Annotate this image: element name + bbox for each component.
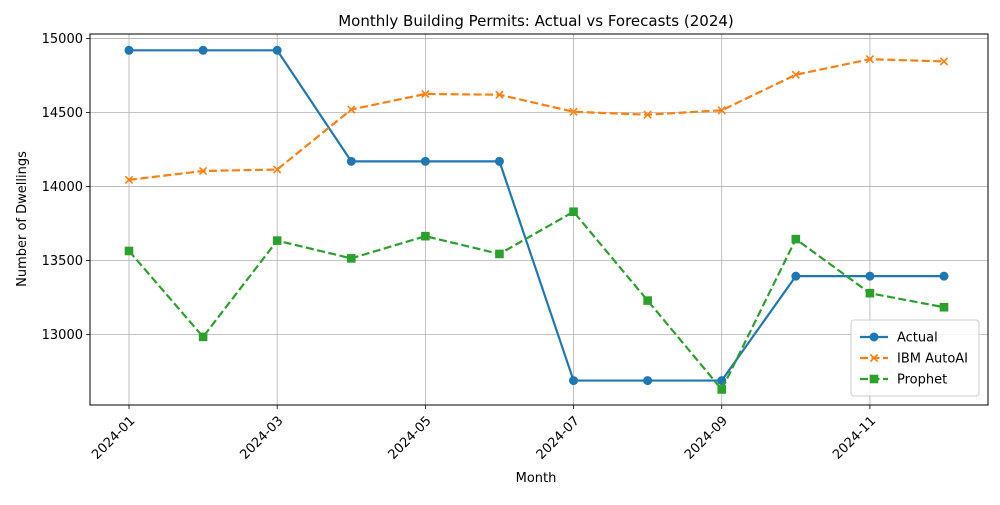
data-point bbox=[421, 89, 430, 99]
y-tick-label: 14000 bbox=[42, 180, 83, 195]
legend-label: IBM AutoAI bbox=[897, 352, 968, 367]
data-point bbox=[198, 45, 208, 55]
y-tick-label: 14500 bbox=[42, 106, 83, 121]
series-layer bbox=[124, 45, 949, 394]
data-point bbox=[272, 45, 282, 55]
series-line bbox=[128, 58, 945, 181]
data-point bbox=[643, 296, 652, 305]
data-point bbox=[569, 107, 578, 116]
data-point bbox=[939, 57, 949, 66]
data-point bbox=[791, 271, 801, 281]
data-point bbox=[717, 385, 727, 394]
legend-entry: Prophet bbox=[860, 373, 947, 388]
data-point bbox=[643, 376, 653, 386]
data-point bbox=[124, 45, 134, 55]
y-tick-label: 13500 bbox=[42, 254, 83, 269]
legend-swatch-marker bbox=[869, 374, 879, 384]
data-point bbox=[569, 376, 579, 386]
data-point bbox=[494, 156, 504, 166]
legend-label: Actual bbox=[897, 331, 938, 346]
data-point bbox=[124, 175, 134, 185]
data-point bbox=[346, 254, 356, 263]
series-actual bbox=[124, 45, 949, 386]
legend-swatch-marker bbox=[869, 332, 879, 342]
data-point bbox=[198, 332, 208, 342]
data-point bbox=[939, 302, 949, 312]
data-point bbox=[717, 106, 726, 115]
legend-entry: IBM AutoAI bbox=[860, 352, 968, 367]
data-point bbox=[198, 166, 208, 176]
series-line bbox=[128, 210, 945, 391]
legend-entry: Actual bbox=[860, 331, 938, 346]
series-line bbox=[129, 49, 944, 382]
y-tick-label: 13000 bbox=[42, 328, 83, 343]
legend: Actual IBM AutoAI Prophet bbox=[850, 319, 980, 397]
data-point bbox=[865, 55, 875, 64]
legend-box bbox=[850, 319, 980, 397]
data-point bbox=[346, 156, 356, 166]
data-point bbox=[495, 90, 504, 99]
legend-swatch-marker bbox=[869, 353, 879, 363]
data-point bbox=[272, 236, 282, 245]
y-axis-label: Number of Dwellings bbox=[15, 151, 30, 287]
series-prophet bbox=[124, 207, 949, 394]
data-point bbox=[569, 207, 578, 217]
plot-frame bbox=[89, 33, 989, 406]
data-point bbox=[791, 234, 801, 244]
data-point bbox=[791, 70, 800, 79]
data-point bbox=[347, 105, 356, 114]
data-point bbox=[865, 271, 875, 281]
series-ibm-autoai bbox=[124, 55, 949, 185]
data-point bbox=[124, 246, 134, 256]
legend-label: Prophet bbox=[897, 373, 947, 388]
data-point bbox=[643, 110, 652, 119]
data-point bbox=[273, 165, 282, 174]
data-point bbox=[865, 288, 875, 298]
data-point bbox=[421, 231, 430, 241]
chart-title: Monthly Building Permits: Actual vs Fore… bbox=[338, 12, 734, 30]
data-point bbox=[495, 249, 504, 259]
data-point bbox=[939, 271, 949, 281]
data-point bbox=[420, 156, 430, 166]
y-tick-label: 15000 bbox=[42, 32, 83, 47]
x-axis-label: Month bbox=[516, 471, 557, 486]
data-point bbox=[717, 376, 727, 386]
